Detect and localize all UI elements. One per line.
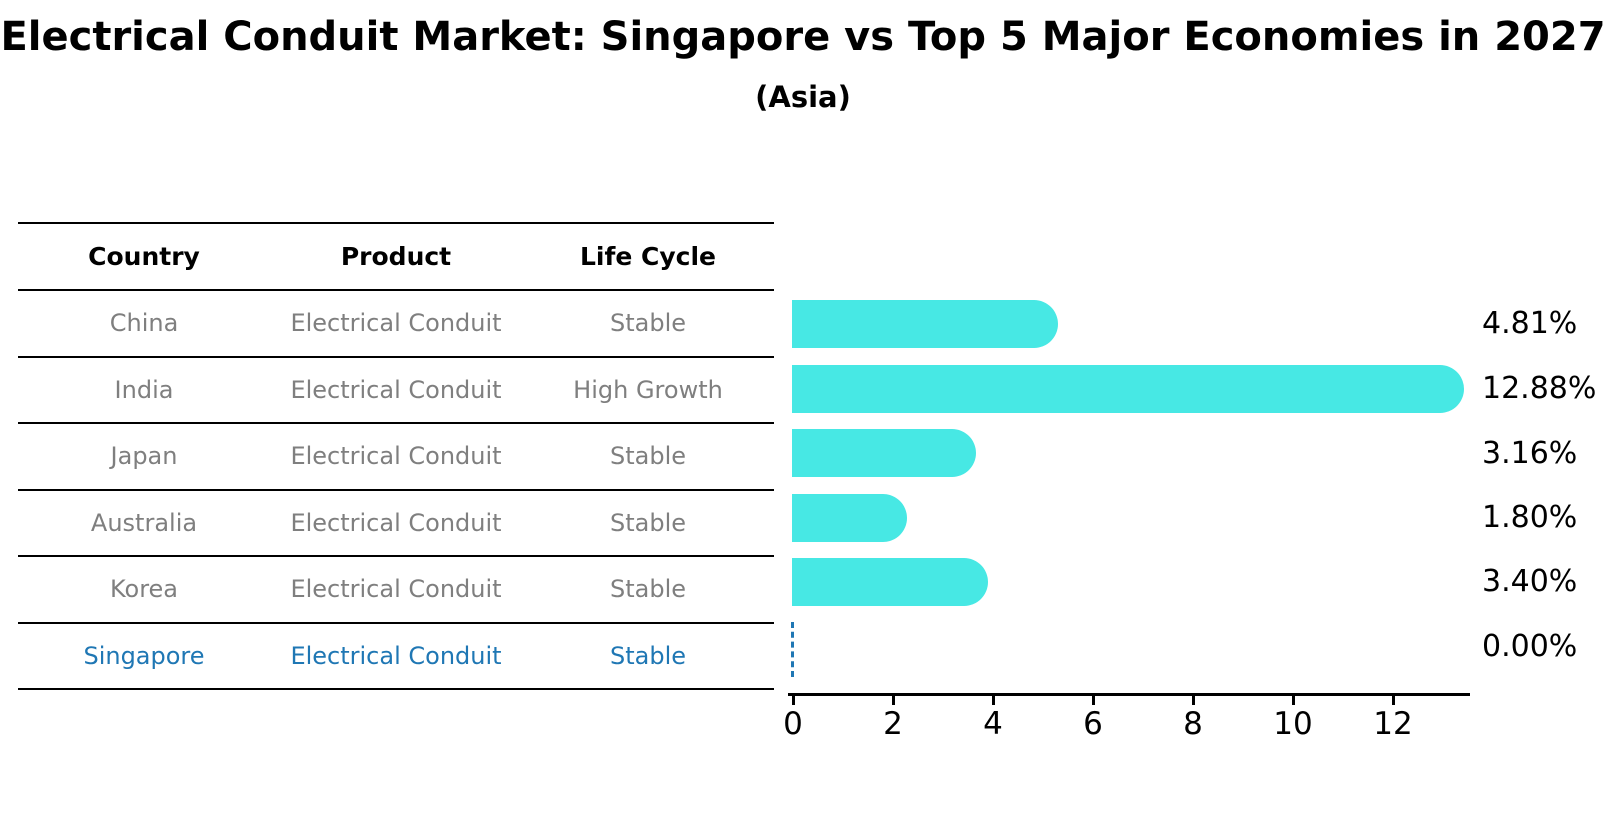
chart-title: Electrical Conduit Market: Singapore vs … [0, 14, 1606, 60]
x-axis-tick [892, 695, 895, 705]
cell-life-cycle: Stable [609, 442, 687, 471]
bar-australia [792, 494, 908, 542]
x-axis-tick [792, 695, 795, 705]
x-axis-tick [992, 695, 995, 705]
x-tick-label-10: 10 [1273, 706, 1313, 742]
value-label-japan: 3.16% [1482, 436, 1578, 471]
cell-product: Electrical Conduit [290, 575, 502, 604]
cell-life-cycle: Stable [609, 508, 687, 537]
x-tick-label-8: 8 [1183, 706, 1203, 742]
header-country: Country [88, 242, 200, 271]
cell-life-cycle: High Growth [573, 375, 723, 404]
x-tick-label-0: 0 [783, 706, 803, 742]
x-axis-line [788, 693, 1470, 696]
bar-japan [792, 429, 976, 477]
header-life-cycle: Life Cycle [579, 242, 717, 271]
country-table: Country Product Life Cycle China Electri… [18, 222, 774, 690]
x-tick-label-6: 6 [1083, 706, 1103, 742]
table-row-australia: Australia Electrical Conduit Stable [18, 491, 774, 557]
chart-subtitle: (Asia) [755, 80, 851, 114]
cell-country: China [109, 309, 179, 338]
header-product: Product [340, 242, 452, 271]
bar-korea [792, 558, 988, 606]
table-row-korea: Korea Electrical Conduit Stable [18, 557, 774, 624]
bar-china [792, 300, 1059, 348]
zero-value-dashed-marker [791, 622, 794, 677]
x-tick-label-12: 12 [1373, 706, 1413, 742]
cell-product: Electrical Conduit [290, 309, 502, 338]
value-label-australia: 1.80% [1482, 500, 1578, 535]
cell-life-cycle: Stable [609, 641, 687, 670]
cell-country: Australia [90, 508, 198, 537]
x-axis-tick [1392, 695, 1395, 705]
x-tick-label-2: 2 [883, 706, 903, 742]
value-label-china: 4.81% [1482, 306, 1578, 341]
bar-india [792, 365, 1464, 413]
x-tick-label-4: 4 [983, 706, 1003, 742]
table-row-singapore: Singapore Electrical Conduit Stable [18, 624, 774, 690]
value-label-india: 12.88% [1482, 371, 1597, 406]
table-row-japan: Japan Electrical Conduit Stable [18, 424, 774, 491]
value-label-korea: 3.40% [1482, 564, 1578, 599]
cell-product: Electrical Conduit [290, 641, 502, 670]
table-row-china: China Electrical Conduit Stable [18, 291, 774, 358]
cell-product: Electrical Conduit [290, 508, 502, 537]
x-axis-tick [1092, 695, 1095, 705]
x-axis-tick [1192, 695, 1195, 705]
cell-country: India [114, 375, 174, 404]
table-row-india: India Electrical Conduit High Growth [18, 358, 774, 424]
cell-product: Electrical Conduit [290, 442, 502, 471]
cell-country: Japan [110, 442, 178, 471]
cell-country: Singapore [83, 641, 205, 670]
table-header-row: Country Product Life Cycle [18, 224, 774, 291]
cell-product: Electrical Conduit [290, 375, 502, 404]
x-axis-tick [1292, 695, 1295, 705]
cell-life-cycle: Stable [609, 309, 687, 338]
value-label-singapore: 0.00% [1482, 629, 1578, 664]
cell-life-cycle: Stable [609, 575, 687, 604]
cell-country: Korea [109, 575, 179, 604]
